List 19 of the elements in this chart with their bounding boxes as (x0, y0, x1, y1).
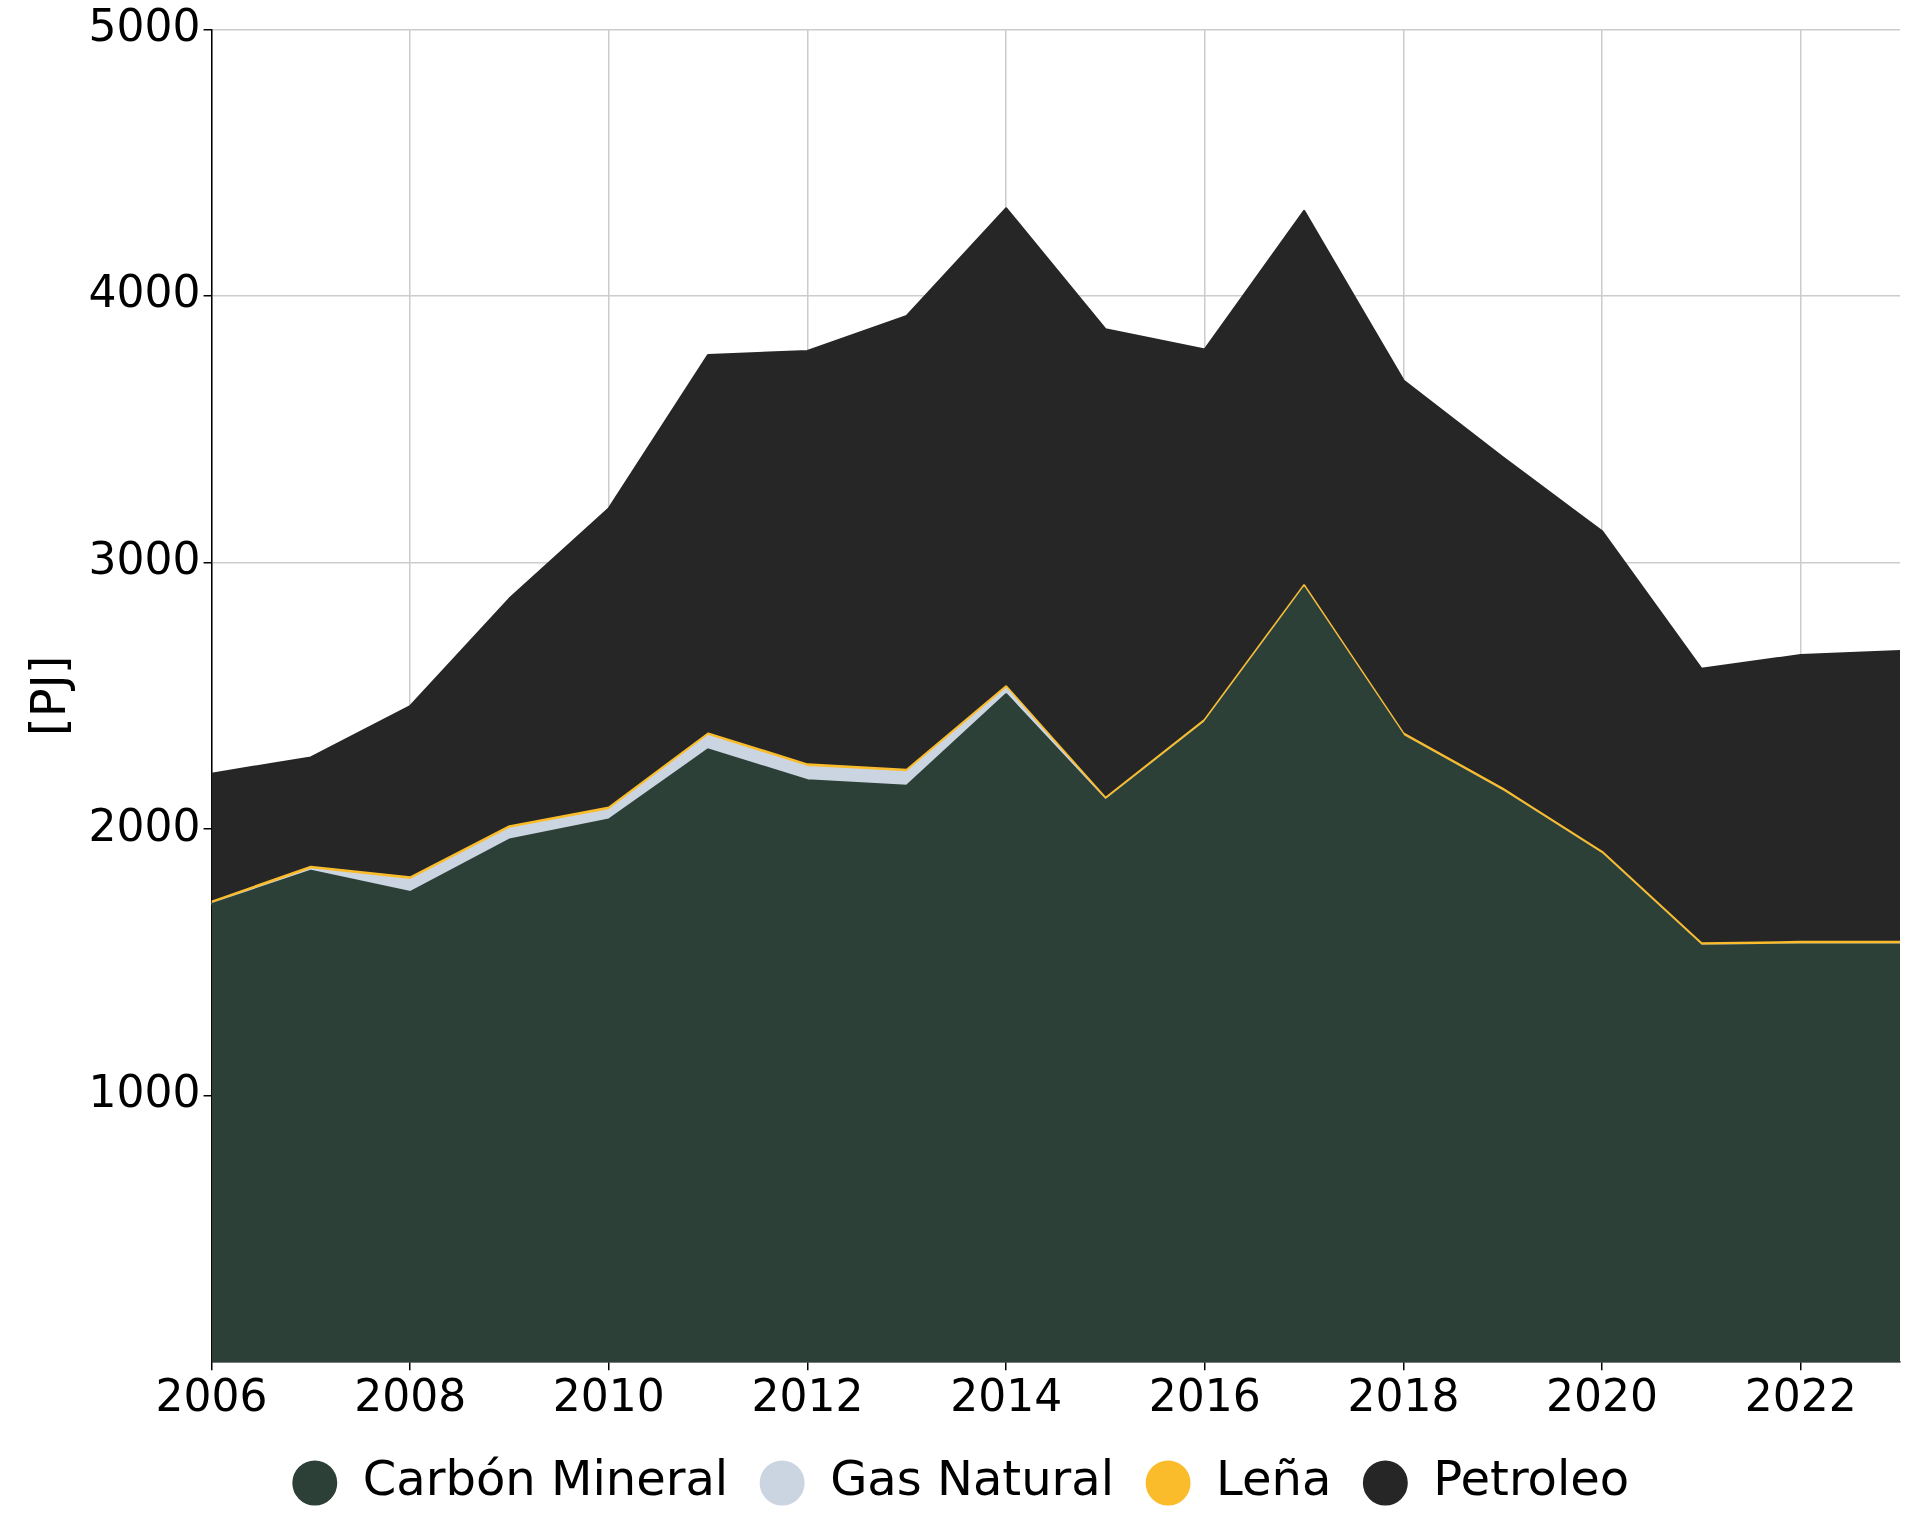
y-tick-label: 2000 (88, 799, 201, 851)
y-tick-label: 5000 (88, 0, 201, 51)
y-tick-label: 1000 (88, 1066, 201, 1118)
legend-label: Gas Natural (830, 1450, 1115, 1507)
x-tick-label: 2010 (552, 1370, 665, 1422)
legend-label: Carbón Mineral (362, 1450, 729, 1507)
x-tick-label: 2020 (1546, 1370, 1659, 1422)
x-tick-label: 2008 (354, 1370, 467, 1422)
y-tick-label: 4000 (88, 266, 201, 318)
x-tick-label: 2022 (1744, 1370, 1857, 1422)
legend-label: Petroleo (1433, 1450, 1630, 1507)
x-tick-label: 2018 (1347, 1370, 1460, 1422)
x-tick-label: 2016 (1148, 1370, 1261, 1422)
y-axis-title: [PJ] (20, 655, 77, 737)
legend-label: Leña (1216, 1450, 1332, 1507)
x-tick-label: 2014 (950, 1370, 1063, 1422)
x-tick-label: 2006 (155, 1370, 268, 1422)
y-tick-label: 3000 (88, 532, 201, 584)
x-tick-label: 2012 (751, 1370, 864, 1422)
